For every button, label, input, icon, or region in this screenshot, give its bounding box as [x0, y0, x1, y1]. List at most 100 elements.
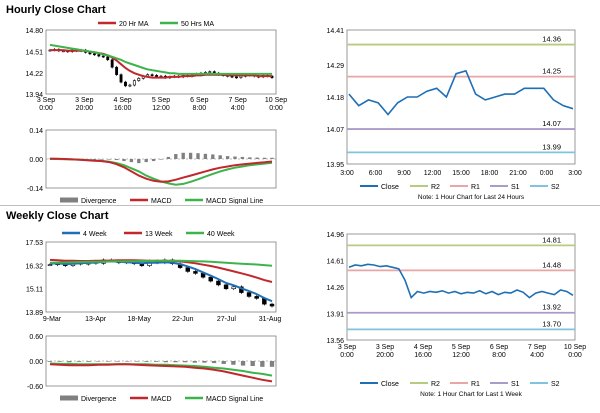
divergence-bar	[240, 156, 245, 159]
x-tick-label: 3:00	[340, 170, 354, 177]
y-tick-label: 15.11	[26, 287, 43, 294]
level-label-s2: 13.70	[542, 319, 561, 328]
legend-4-week-label: 4 Week	[83, 231, 107, 238]
x-tick-label: 22-Jun	[172, 316, 194, 323]
x-tick-label: 18:00	[481, 170, 499, 177]
divergence-bar	[115, 361, 120, 362]
x-tick-label-time: 12:00	[452, 352, 470, 359]
x-tick-label: 6:00	[369, 170, 383, 177]
x-tick-label-time: 0:00	[568, 352, 582, 359]
candle-body	[97, 54, 101, 57]
candle-body	[269, 303, 275, 307]
x-tick-label-time: 4:00	[530, 352, 544, 359]
legend-r1-label: R1	[471, 184, 480, 191]
divergence-bar	[260, 361, 265, 367]
y-tick-label: 0.14	[29, 128, 43, 135]
divergence-bar	[211, 361, 217, 364]
legend-40-week-label: 40 Week	[207, 231, 235, 238]
candle-body	[193, 271, 198, 274]
legend-s1-label: S1	[511, 381, 520, 388]
divergence-bar	[202, 361, 207, 363]
x-tick-label-time: 0:00	[269, 105, 283, 112]
candle-body	[119, 74, 123, 83]
divergence-bar	[76, 361, 82, 362]
x-tick-label: 15:00	[452, 170, 470, 177]
x-tick-label-date: 6 Sep	[490, 344, 508, 351]
legend-close-label: Close	[381, 184, 399, 191]
y-tick-label: 14.61	[326, 259, 344, 266]
divergence-bar	[192, 361, 197, 363]
divergence-bar	[92, 159, 97, 160]
divergence-bar	[100, 159, 104, 160]
candle-body	[132, 80, 136, 86]
y-tick-label: 14.51	[25, 50, 43, 57]
x-tick-label-time: 16:00	[114, 105, 132, 112]
level-label-r1: 14.48	[542, 260, 561, 269]
candle-body	[235, 76, 238, 79]
x-tick-label: 18-May	[128, 316, 152, 323]
x-tick-label-date: 3 Sep	[37, 97, 55, 104]
plot-frame	[346, 29, 576, 165]
y-tick-label: 14.41	[326, 28, 344, 35]
divergence-bar	[96, 361, 101, 362]
x-tick-label: 31-Aug	[259, 316, 282, 323]
y-tick-label: 14.96	[326, 232, 344, 239]
legend-r2-label: R2	[431, 381, 440, 388]
candle-body	[124, 81, 127, 87]
divergence-bar	[144, 159, 148, 163]
hourly-section-title: Hourly Close Chart	[6, 4, 106, 16]
plot-frame	[45, 29, 277, 95]
level-label-r1: 14.25	[542, 67, 561, 76]
x-tick-label-date: 3 Sep	[376, 344, 394, 351]
candle-body	[92, 53, 96, 56]
x-tick-label-time: 20:00	[76, 105, 94, 112]
divergence-bar	[114, 159, 119, 161]
legend-s2-label: S2	[551, 381, 560, 388]
y-tick-label: 0.00	[29, 157, 43, 164]
x-tick-label-time: 8:00	[193, 105, 207, 112]
divergence-bar	[129, 159, 134, 163]
y-tick-label: 14.26	[326, 285, 344, 292]
candle-body	[208, 276, 213, 282]
divergence-bar	[221, 361, 226, 364]
divergence-bar	[233, 156, 237, 159]
x-tick-label-date: 3 Sep	[338, 344, 356, 351]
candle-body	[231, 286, 236, 290]
legend-macd-label: MACD	[151, 396, 172, 403]
divergence-bar	[67, 361, 72, 363]
y-tick-label: 13.95	[326, 162, 344, 169]
hourly-pivot-chart: 14.41 14.29 14.18 14.07 13.95 14.36 14.25 14.07…	[326, 28, 582, 201]
ma-line-ma_long	[49, 43, 272, 75]
legend-r2-label: R2	[431, 184, 440, 191]
divergence-bar	[211, 154, 215, 159]
level-label-r2: 14.81	[542, 235, 561, 244]
divergence-bar	[122, 159, 126, 162]
y-tick-label: 13.94	[25, 92, 43, 99]
divergence-bar	[203, 153, 208, 159]
divergence-bar	[159, 159, 163, 160]
chart-note: Note: 1 Hour Chart for Last 1 Week	[420, 391, 523, 398]
x-tick-label-date: 4 Sep	[414, 344, 432, 351]
divergence-bar	[57, 361, 62, 362]
level-label-s1: 14.07	[542, 119, 561, 128]
y-tick-label: -0.14	[27, 186, 43, 193]
level-label-r2: 14.36	[542, 35, 561, 44]
legend-s1-label: S1	[511, 184, 520, 191]
ma-line-ma_4	[49, 260, 273, 303]
x-tick-label: 9:00	[397, 170, 411, 177]
x-tick-label-date: 4 Sep	[114, 97, 132, 104]
weekly-price-chart: 4 Week 13 Week 40 Week 17.53 16.32 15.11 13.89…	[25, 231, 282, 323]
x-tick-label-date: 7 Sep	[528, 344, 546, 351]
candle-body	[223, 284, 229, 290]
candle-body	[47, 264, 53, 266]
divergence-bar	[255, 157, 259, 159]
chart-note: Note: 1 Hour Chart for Last 24 Hours	[418, 194, 525, 201]
legend-r1-label: R1	[471, 381, 480, 388]
level-label-s2: 13.99	[542, 142, 561, 151]
legend-macd-signal-line-label: MACD Signal Line	[206, 198, 263, 204]
x-tick-label: 3:00	[568, 170, 582, 177]
divergence-bar	[163, 361, 168, 363]
divergence-bar	[248, 157, 252, 159]
y-tick-label: 14.18	[326, 95, 344, 102]
